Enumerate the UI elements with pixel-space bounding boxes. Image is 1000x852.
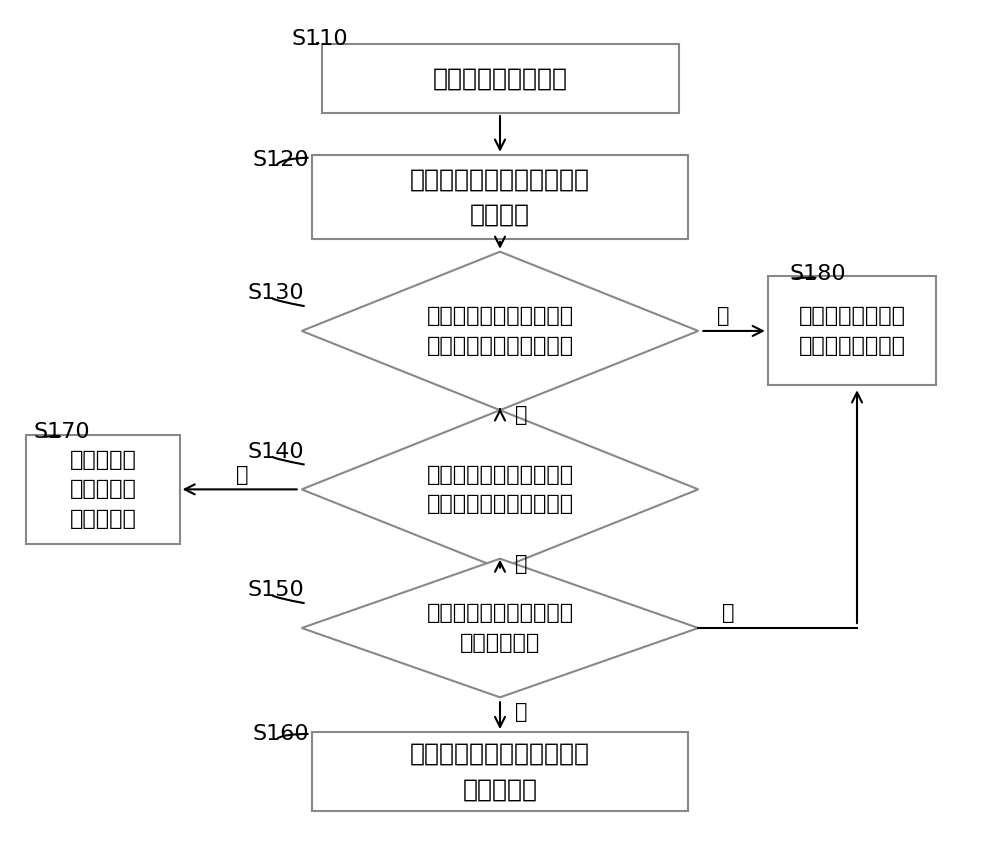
Polygon shape [302, 410, 698, 568]
Text: 计算储能充电站当前的功率
需求总量: 计算储能充电站当前的功率 需求总量 [410, 168, 590, 227]
Text: S140: S140 [247, 441, 304, 462]
Text: 是: 是 [515, 554, 527, 573]
Text: S150: S150 [247, 580, 304, 601]
Text: 控制储能充电站进入部分依
赖供电模式: 控制储能充电站进入部分依 赖供电模式 [410, 742, 590, 801]
Text: S110: S110 [292, 29, 348, 49]
Text: 否: 否 [722, 603, 734, 623]
Text: 接收车辆的充电请求: 接收车辆的充电请求 [433, 66, 568, 90]
Bar [312, 732, 688, 811]
Text: S180: S180 [790, 263, 846, 284]
Text: 是: 是 [515, 702, 527, 722]
Text: 判断储能系统的电量是否
大于第一电量: 判断储能系统的电量是否 大于第一电量 [426, 603, 574, 653]
Text: 判断当前配电网的载荷能
力是否大于最小载荷阈值: 判断当前配电网的载荷能 力是否大于最小载荷阈值 [426, 464, 574, 514]
Text: S170: S170 [34, 422, 91, 442]
Text: 是: 是 [515, 405, 527, 425]
Bar [312, 155, 688, 239]
Text: S120: S120 [252, 150, 309, 170]
Text: 控制储能充电站进
入纯电网供电模式: 控制储能充电站进 入纯电网供电模式 [799, 306, 906, 356]
Polygon shape [302, 251, 698, 410]
Polygon shape [302, 559, 698, 697]
Text: S130: S130 [247, 284, 304, 303]
Text: 判断功率需求总量是否大
于当前配电网的载荷能力: 判断功率需求总量是否大 于当前配电网的载荷能力 [426, 306, 574, 356]
Text: 否: 否 [717, 306, 729, 326]
Text: 控制储能充
电站进入离
网供电模式: 控制储能充 电站进入离 网供电模式 [70, 450, 137, 529]
Text: S160: S160 [252, 724, 309, 744]
Bar [768, 277, 936, 385]
Bar [322, 43, 679, 113]
Text: 否: 否 [236, 464, 248, 485]
Bar [26, 435, 180, 544]
